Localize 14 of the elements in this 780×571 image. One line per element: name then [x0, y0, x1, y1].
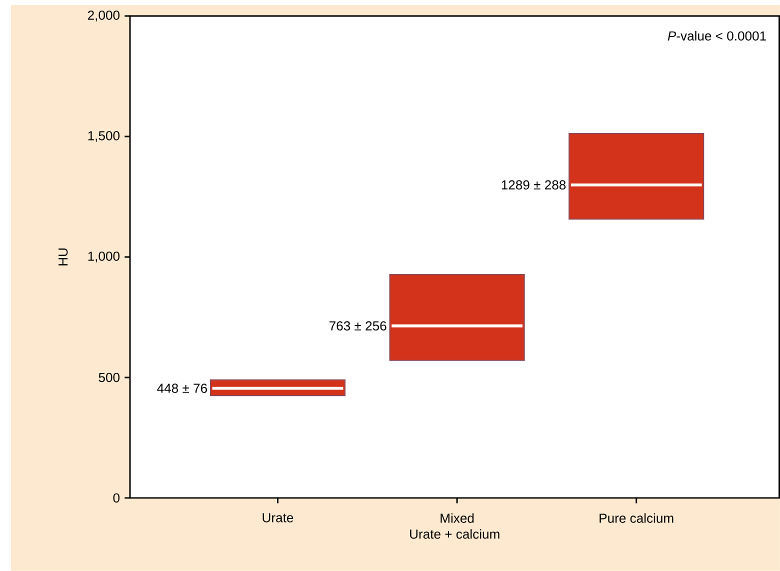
y-tick-label: 0 — [113, 493, 120, 503]
annotation: 763 ± 256 — [330, 321, 386, 331]
y-axis-title: HU — [58, 248, 68, 266]
y-tick-label: 1,000 — [88, 252, 120, 262]
annotation: P-value < 0.0001 — [668, 31, 766, 41]
annotation: 1289 ± 288 — [502, 180, 566, 190]
x-tick-label: Mixed — [440, 513, 474, 523]
annotation: 448 ± 76 — [157, 384, 207, 393]
y-tick-label: 500 — [98, 372, 120, 382]
y-tick-label: 2,000 — [88, 10, 120, 22]
x-tick-label: Urate — [262, 513, 294, 522]
y-tick-label: 1,500 — [88, 131, 120, 142]
x-axis-title: Urate + calcium — [410, 529, 500, 539]
x-tick-label: Pure calcium — [600, 513, 674, 523]
